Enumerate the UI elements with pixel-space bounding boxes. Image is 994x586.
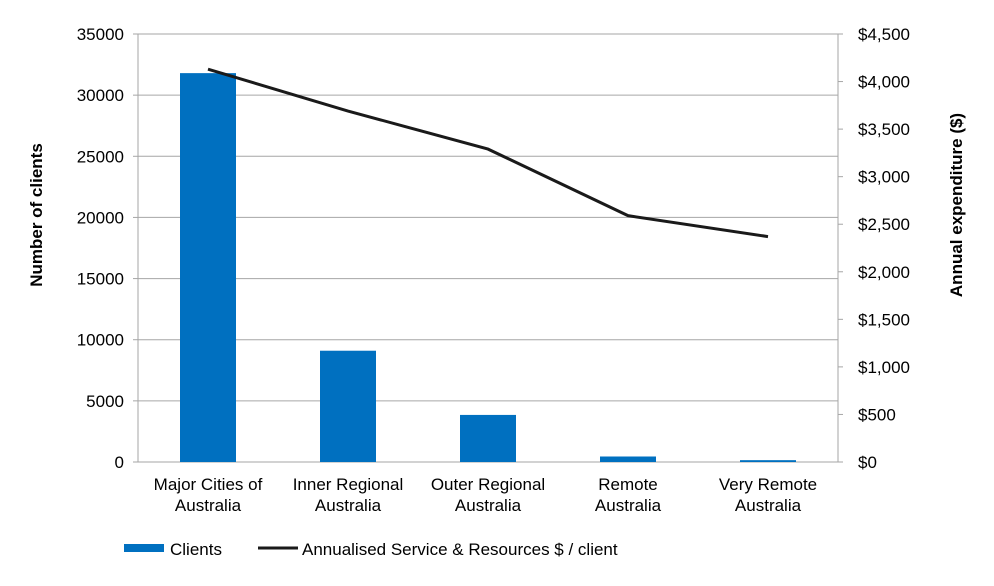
- left-tick-label: 20000: [77, 208, 124, 227]
- left-tick-label: 5000: [86, 392, 124, 411]
- left-tick-label: 15000: [77, 270, 124, 289]
- left-tick-label: 30000: [77, 86, 124, 105]
- right-tick-label: $3,000: [858, 168, 910, 187]
- left-axis-title: Number of clients: [27, 143, 46, 287]
- clients-bar: [600, 456, 656, 462]
- left-axis-ticks: 0 5000 10000 15000 20000 25000 30000 35000: [77, 25, 138, 472]
- right-axis-title: Annual expenditure ($): [947, 113, 966, 297]
- right-axis-ticks: $0 $500 $1,000 $1,500 $2,000 $2,500 $3,000 $3,5…: [838, 25, 910, 472]
- clients-bar: [740, 460, 796, 462]
- right-tick-label: $2,500: [858, 215, 910, 234]
- clients-bars: [180, 73, 796, 462]
- legend-clients-label: Clients: [170, 540, 222, 559]
- legend-clients-swatch: [124, 544, 164, 552]
- right-tick-label: $2,000: [858, 263, 910, 282]
- left-tick-label: 25000: [77, 147, 124, 166]
- expenditure-line-series: [208, 69, 768, 237]
- right-tick-label: $500: [858, 405, 896, 424]
- right-tick-label: $3,500: [858, 120, 910, 139]
- legend: Clients Annualised Service & Resources $…: [124, 540, 618, 559]
- right-tick-label: $0: [858, 453, 877, 472]
- left-tick-label: 35000: [77, 25, 124, 44]
- right-tick-label: $1,000: [858, 358, 910, 377]
- left-tick-label: 10000: [77, 331, 124, 350]
- right-tick-label: $4,000: [858, 73, 910, 92]
- clients-bar: [320, 351, 376, 462]
- gridlines: [138, 34, 838, 462]
- clients-bar: [460, 415, 516, 462]
- left-tick-label: 0: [115, 453, 124, 472]
- right-tick-label: $4,500: [858, 25, 910, 44]
- right-tick-label: $1,500: [858, 310, 910, 329]
- expenditure-line: [208, 69, 768, 236]
- clients-bar: [180, 73, 236, 462]
- legend-expenditure-label: Annualised Service & Resources $ / clien…: [302, 540, 618, 559]
